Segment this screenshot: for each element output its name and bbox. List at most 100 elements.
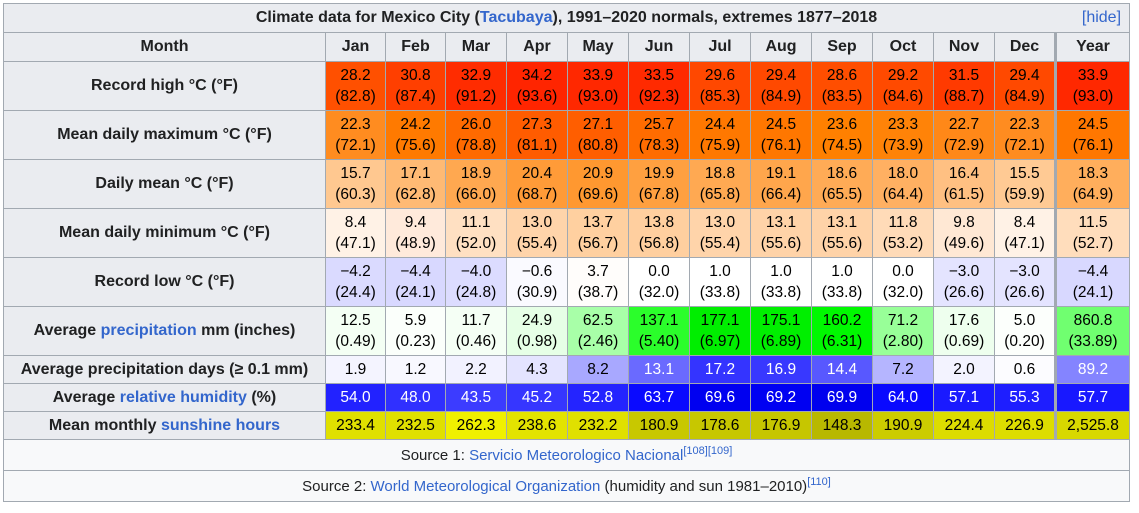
data-cell: 24.4 (75.9) — [689, 110, 751, 160]
data-cell: 180.9 — [628, 411, 690, 440]
cell-imperial: (74.5) — [821, 137, 863, 154]
cell-celsius: −4.0 — [460, 263, 492, 280]
row-label: Average precipitation days (≥ 0.1 mm) — [3, 355, 326, 384]
data-cell: 22.3 (72.1) — [325, 110, 386, 160]
data-cell: 69.2 — [750, 383, 812, 412]
cell-imperial: (24.8) — [455, 284, 497, 301]
cell-celsius: 27.3 — [521, 116, 553, 133]
cell-celsius: 27.1 — [582, 116, 614, 133]
table-body: Record high °C (°F) 28.2 (82.8) 30.8 (87.4) 3… — [3, 61, 1131, 440]
data-cell: 27.1 (80.8) — [567, 110, 629, 160]
cell-imperial: (52.7) — [1072, 235, 1114, 252]
data-cell: 63.7 — [628, 383, 690, 412]
row-label-suffix: mm (inches) — [196, 322, 296, 339]
cell-celsius: 22.3 — [1009, 116, 1040, 133]
data-cell: 33.9 (93.0) — [567, 61, 629, 111]
cell-celsius: 23.3 — [887, 116, 919, 133]
row-label-link[interactable]: relative humidity — [119, 388, 247, 406]
cell-imperial: (0.23) — [395, 333, 436, 350]
cell-imperial: (6.89) — [760, 333, 802, 350]
cell-imperial: (65.8) — [699, 186, 741, 203]
data-cell: 18.8 (65.8) — [689, 159, 751, 209]
source-2-prefix: Source 2: — [302, 477, 371, 495]
data-cell: 13.0 (55.4) — [689, 208, 751, 258]
data-cell: 26.0 (78.8) — [445, 110, 507, 160]
hide-link[interactable]: [hide] — [1081, 9, 1122, 26]
header-month-jan: Jan — [325, 32, 386, 62]
cell-celsius: 31.5 — [948, 67, 980, 84]
cell-celsius: 8.4 — [1013, 214, 1036, 231]
cell-celsius: 24.2 — [400, 116, 431, 133]
header-year: Year — [1053, 32, 1131, 62]
cell-celsius: 5.0 — [1013, 312, 1036, 329]
climate-table-wrapper: Climate data for Mexico City (Tacubaya),… — [2, 3, 1131, 502]
cell-celsius: 15.7 — [340, 165, 371, 182]
caption-suffix: ), 1991–2020 normals, extremes 1877–2018 — [552, 9, 878, 26]
cell-celsius: 24.9 — [521, 312, 553, 329]
cell-celsius: 1.0 — [709, 263, 731, 280]
cell-celsius: 13.0 — [521, 214, 553, 231]
cell-imperial: (24.1) — [1072, 284, 1114, 301]
data-cell: 24.9 (0.98) — [506, 306, 568, 356]
cell-celsius: 18.3 — [1077, 165, 1109, 182]
data-cell: 4.3 — [506, 355, 568, 384]
data-cell: 232.2 — [567, 411, 629, 440]
data-cell: 0.6 — [994, 355, 1056, 384]
cell-celsius: 15.5 — [1009, 165, 1040, 182]
data-cell: 1.0 (33.8) — [811, 257, 873, 307]
data-cell: 20.4 (68.7) — [506, 159, 568, 209]
cell-imperial: (82.8) — [335, 88, 376, 105]
cell-celsius: 33.9 — [1077, 67, 1109, 84]
data-cell: 31.5 (88.7) — [933, 61, 995, 111]
cell-celsius: 29.4 — [1009, 67, 1040, 84]
cell-celsius: 137.1 — [639, 312, 679, 329]
data-cell: 5.0 (0.20) — [994, 306, 1056, 356]
data-cell: 22.7 (72.9) — [933, 110, 995, 160]
cell-celsius: 17.6 — [948, 312, 980, 329]
cell-celsius: 160.2 — [822, 312, 862, 329]
source-1-link[interactable]: Servicio Meteorologico Nacional — [469, 446, 684, 464]
cell-imperial: (0.20) — [1004, 333, 1045, 350]
cell-imperial: (33.8) — [821, 284, 863, 301]
cell-celsius: 13.1 — [765, 214, 797, 231]
data-cell: 2.2 — [445, 355, 507, 384]
row-label: Daily mean °C (°F) — [3, 159, 326, 209]
row-label-link[interactable]: sunshine hours — [160, 416, 281, 434]
data-cell: 17.6 (0.69) — [933, 306, 995, 356]
year-cell: 89.2 — [1053, 355, 1131, 384]
cell-imperial: (0.69) — [943, 333, 985, 350]
cell-celsius: 18.6 — [826, 165, 858, 182]
source-1: Source 1: Servicio Meteorologico Naciona… — [2, 439, 1131, 471]
source-2-ref[interactable]: [110] — [807, 475, 831, 488]
cell-imperial: (49.6) — [943, 235, 985, 252]
cell-celsius: 29.6 — [704, 67, 736, 84]
data-cell: 12.5 (0.49) — [325, 306, 386, 356]
cell-celsius: 13.1 — [826, 214, 858, 231]
cell-celsius: 9.4 — [404, 214, 427, 231]
data-cell: 45.2 — [506, 383, 568, 412]
cell-imperial: (33.89) — [1068, 333, 1118, 350]
hide-toggle[interactable]: [hide] — [1082, 9, 1121, 27]
source-1-refs[interactable]: [108][109] — [683, 444, 733, 457]
cell-celsius: 18.9 — [460, 165, 492, 182]
data-cell: 175.1 (6.89) — [750, 306, 812, 356]
cell-imperial: (68.7) — [516, 186, 558, 203]
data-cell: 19.9 (67.8) — [628, 159, 690, 209]
cell-imperial: (67.8) — [638, 186, 680, 203]
row-label-link[interactable]: precipitation — [100, 322, 197, 339]
source-2-link[interactable]: World Meteorological Organization — [370, 477, 601, 495]
caption-link-tacubaya[interactable]: Tacubaya — [479, 9, 553, 26]
cell-celsius: 0.0 — [892, 263, 914, 280]
cell-celsius: −3.0 — [948, 263, 980, 280]
cell-celsius: 25.7 — [643, 116, 675, 133]
cell-imperial: (47.1) — [1004, 235, 1045, 252]
cell-imperial: (61.5) — [943, 186, 985, 203]
cell-imperial: (0.98) — [516, 333, 558, 350]
data-cell: −4.4 (24.1) — [385, 257, 446, 307]
cell-celsius: 3.7 — [587, 263, 609, 280]
data-cell: 190.9 — [872, 411, 934, 440]
cell-celsius: 860.8 — [1073, 312, 1113, 329]
header-row: Month Jan Feb Mar Apr May Jun Jul Aug Sep Oct Nov D… — [3, 32, 1131, 62]
cell-imperial: (62.8) — [395, 186, 436, 203]
data-cell: 15.5 (59.9) — [994, 159, 1056, 209]
